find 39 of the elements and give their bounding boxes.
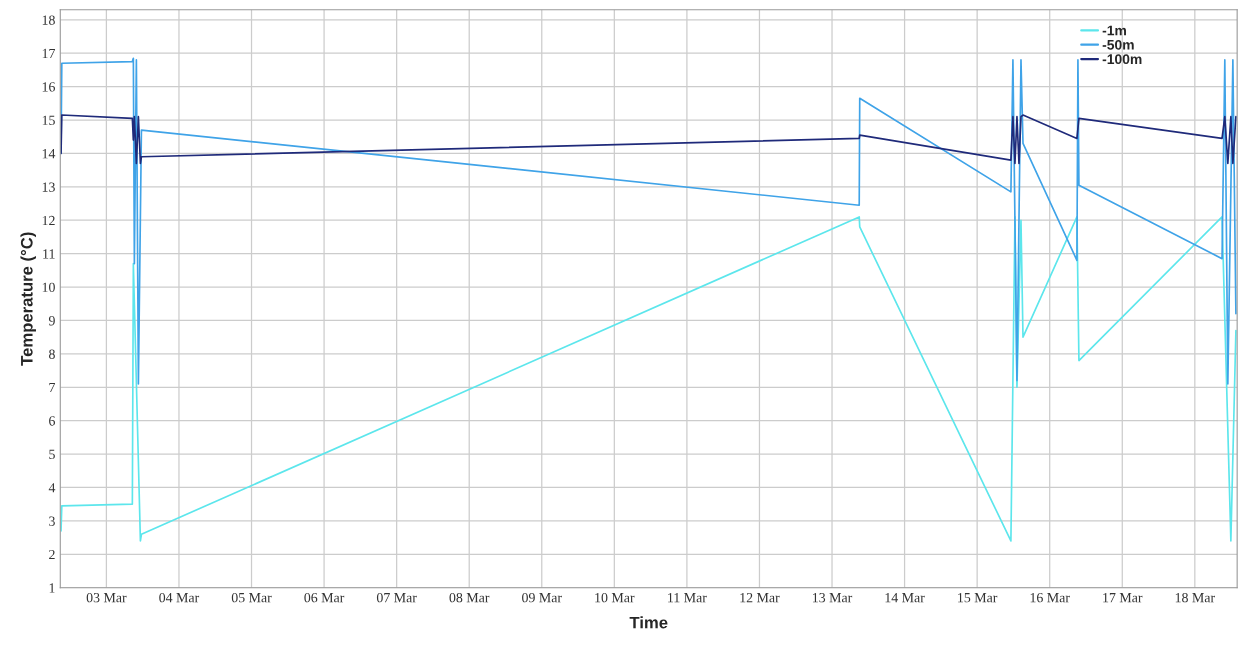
x-tick-label: 18 Mar [1175, 592, 1215, 603]
x-tick-label: 13 Mar [812, 593, 853, 603]
y-tick-label: 6 [49, 416, 56, 426]
x-tick-label: 14 Mar [885, 593, 925, 603]
x-tick-label: 15 Mar [958, 593, 998, 603]
y-tick-label: 1 [49, 583, 55, 593]
y-tick-label: 10 [42, 282, 55, 293]
y-tick-label: 4 [48, 483, 56, 493]
legend-label: -100m [1102, 54, 1142, 65]
x-tick-label: 05 Mar [231, 592, 272, 603]
y-axis-title: Temperature (°C) [20, 232, 36, 366]
y-tick-label: 3 [49, 516, 55, 526]
y-tick-label: 18 [42, 15, 55, 25]
x-tick-label: 07 Mar [376, 592, 417, 603]
x-tick-label: 16 Mar [1030, 593, 1070, 603]
y-tick-label: 2 [49, 549, 55, 560]
y-tick-label: 16 [42, 82, 56, 92]
y-tick-label: 7 [49, 382, 56, 393]
y-tick-label: 8 [49, 349, 55, 359]
y-tick-label: 12 [42, 215, 55, 226]
y-tick-label: 15 [42, 115, 55, 125]
x-tick-label: 17 Mar [1103, 593, 1143, 603]
y-tick-label: 11 [43, 249, 55, 259]
y-tick-label: 9 [48, 316, 55, 326]
x-tick-label: 10 Mar [595, 592, 635, 603]
y-tick-label: 17 [42, 48, 56, 59]
legend-label: -50m [1102, 39, 1134, 50]
legend-label: -1m [1102, 25, 1126, 36]
x-tick-label: 06 Mar [304, 592, 345, 603]
x-tick-label: 12 Mar [740, 593, 780, 603]
x-tick-label: 09 Mar [522, 592, 562, 603]
x-tick-label: 08 Mar [449, 592, 490, 603]
x-axis-title: Time [629, 616, 668, 629]
y-tick-label: 5 [49, 449, 55, 460]
y-tick-label: 14 [42, 149, 56, 159]
x-tick-label: 03 Mar [86, 592, 127, 603]
y-tick-label: 13 [42, 182, 55, 192]
x-tick-label: 11 Mar [668, 593, 707, 603]
x-tick-label: 04 Mar [159, 592, 200, 603]
